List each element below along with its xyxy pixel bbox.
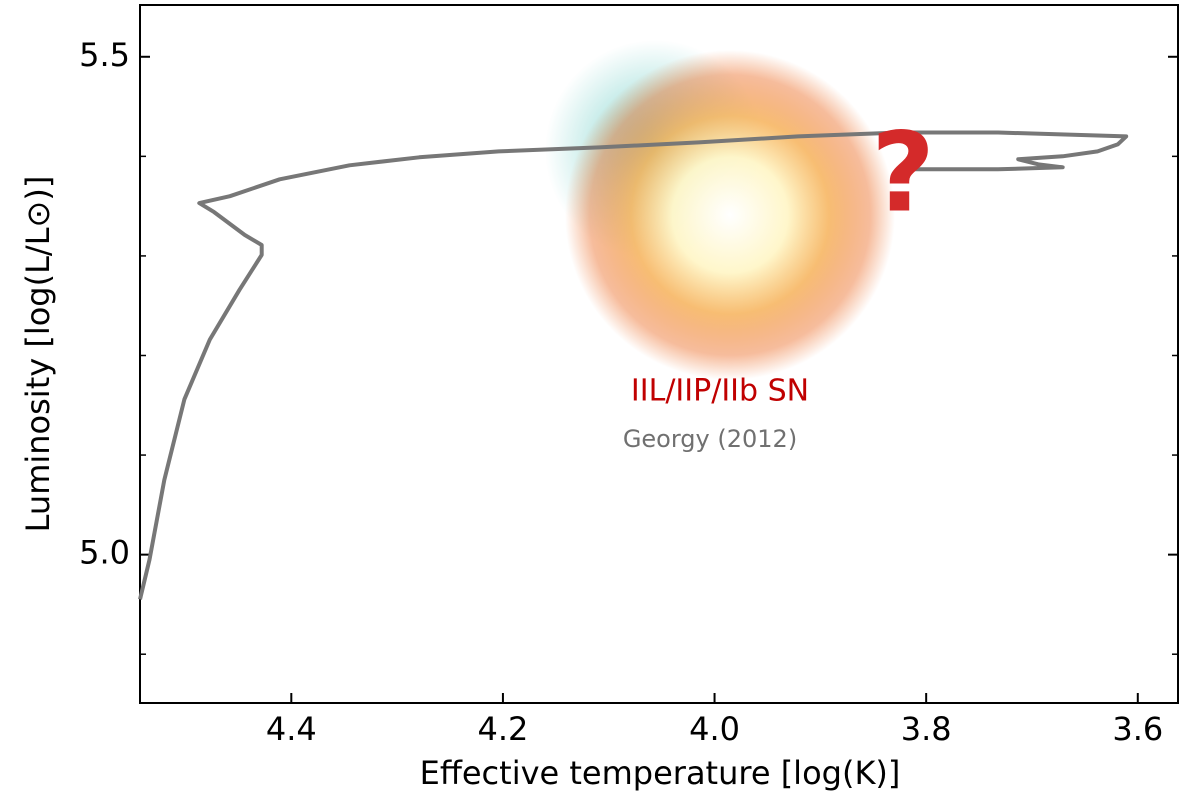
track-line	[138, 130, 1129, 600]
x-tick-label: 3.6	[1112, 710, 1163, 748]
x-tick-label: 3.8	[901, 710, 952, 748]
y-axis-label: Luminosity [log(L/L⊙)]	[19, 176, 57, 533]
annotation-reference: Georgy (2012)	[623, 425, 797, 453]
annotation-question-mark: ?	[871, 108, 935, 236]
annotation-sn-type: IIL/IIP/IIb SN	[631, 374, 809, 409]
x-tick-label: 4.2	[477, 710, 528, 748]
x-axis-label: Effective temperature [log(K)]	[420, 754, 901, 792]
x-tick-label: 4.0	[689, 710, 740, 748]
y-tick-label: 5.0	[79, 534, 130, 572]
x-tick-label: 4.4	[266, 710, 317, 748]
y-tick-label: 5.5	[79, 36, 130, 74]
plot-frame	[139, 4, 1179, 704]
explosion	[565, 50, 895, 380]
